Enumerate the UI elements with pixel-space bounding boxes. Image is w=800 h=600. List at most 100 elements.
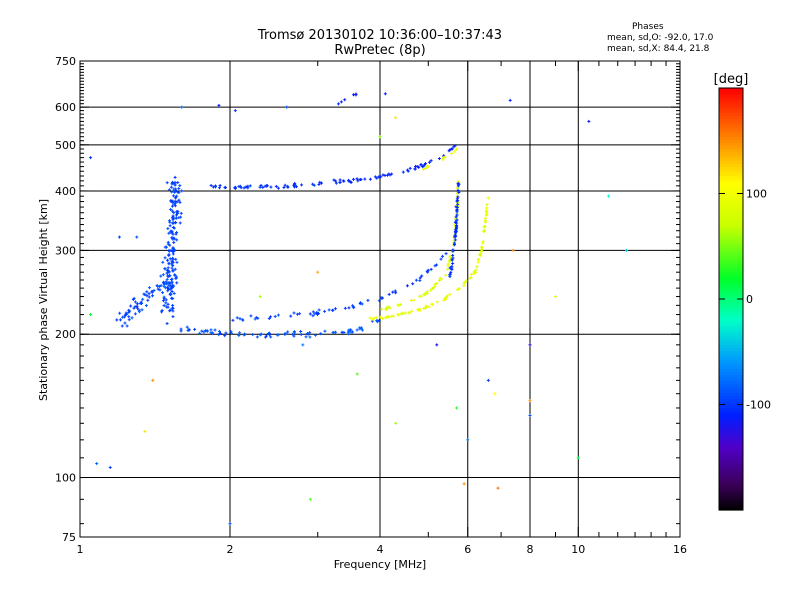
echo-point	[454, 220, 456, 224]
echo-point	[277, 333, 279, 337]
colorbar-band	[719, 305, 743, 309]
echo-point	[428, 305, 430, 309]
echo-point	[431, 286, 433, 290]
echo-point	[162, 273, 164, 277]
colorbar-band	[719, 320, 743, 324]
echo-point	[176, 190, 178, 194]
echo-point	[387, 173, 389, 177]
echo-point	[463, 284, 465, 288]
echo-point	[161, 310, 163, 314]
colorbar-band	[719, 94, 743, 98]
colorbar-band	[719, 172, 743, 177]
echo-point	[163, 282, 165, 286]
echo-point	[212, 331, 214, 335]
echo-point	[434, 264, 436, 268]
echo-point	[348, 329, 350, 333]
echo-point	[165, 245, 167, 249]
colorbar-band	[719, 247, 743, 252]
echo-point	[449, 275, 451, 279]
colorbar-band	[719, 181, 743, 186]
echo-point	[168, 270, 170, 274]
echo-point	[161, 309, 163, 313]
echo-point	[169, 309, 171, 313]
colorbar-band	[719, 169, 743, 173]
echo-point	[300, 330, 302, 334]
y-tick-label: 500	[55, 139, 76, 152]
echo-point	[247, 184, 249, 188]
echo-point	[256, 335, 258, 339]
colorbar-band	[719, 202, 743, 207]
colorbar-band	[719, 166, 743, 170]
echo-point	[165, 280, 167, 284]
echo-point	[456, 147, 458, 151]
echo-point	[448, 149, 450, 153]
echo-point	[457, 179, 459, 183]
echo-point	[173, 248, 175, 252]
echo-point	[608, 194, 610, 198]
echo-point	[178, 198, 180, 202]
echo-point	[408, 311, 410, 315]
echo-point	[175, 232, 177, 236]
echo-point	[388, 305, 390, 309]
x-tick-label: 1	[77, 543, 84, 556]
echo-point	[316, 311, 318, 315]
echo-point	[173, 226, 175, 230]
echo-point	[144, 293, 146, 297]
echo-point	[179, 184, 181, 188]
colorbar-band	[719, 401, 743, 406]
echo-point	[167, 305, 169, 309]
echo-point	[210, 328, 212, 332]
echo-point	[134, 305, 136, 309]
colorbar-band	[719, 344, 743, 348]
colorbar-band	[719, 356, 743, 360]
echo-point	[384, 173, 386, 177]
echo-point	[455, 224, 457, 228]
echo-point	[348, 306, 350, 310]
colorbar-band	[719, 280, 743, 285]
echo-point	[177, 211, 179, 215]
echo-point	[128, 318, 130, 322]
echo-point	[259, 295, 261, 299]
echo-point	[178, 216, 180, 220]
echo-point	[277, 186, 279, 190]
colorbar-band	[719, 464, 743, 469]
echo-point	[172, 232, 174, 236]
colorbar-band	[719, 437, 743, 442]
colorbar-band	[719, 262, 743, 267]
colorbar-band	[719, 196, 743, 201]
echo-point	[456, 213, 458, 217]
echo-point	[438, 278, 440, 282]
colorbar-tick-label: -100	[746, 399, 771, 412]
echo-point	[164, 256, 166, 260]
colorbar-band	[719, 187, 743, 192]
echo-point	[173, 211, 175, 215]
colorbar-band	[719, 449, 743, 454]
echo-point	[119, 318, 121, 322]
echo-point	[134, 312, 136, 316]
echo-point	[352, 304, 354, 308]
colorbar-band	[719, 133, 743, 137]
echo-point	[309, 335, 311, 339]
echo-point	[486, 203, 488, 207]
colorbar-band	[719, 145, 743, 149]
echo-point	[371, 319, 373, 323]
echo-point	[440, 257, 442, 261]
echo-point	[447, 262, 449, 266]
echo-point	[452, 261, 454, 265]
echo-point	[436, 300, 438, 304]
colorbar-band	[719, 226, 743, 231]
colorbar-band	[719, 482, 743, 487]
echo-point	[262, 185, 264, 189]
echo-point	[171, 204, 173, 208]
echo-point	[424, 162, 426, 166]
echo-point	[388, 292, 390, 296]
echo-point	[395, 116, 397, 120]
echo-point	[399, 303, 401, 307]
echo-point	[347, 332, 349, 336]
echo-point	[445, 273, 447, 277]
echo-point	[171, 190, 173, 194]
echo-point	[419, 294, 421, 298]
echo-point	[299, 312, 301, 316]
echo-point	[343, 330, 345, 334]
echo-point	[423, 164, 425, 168]
